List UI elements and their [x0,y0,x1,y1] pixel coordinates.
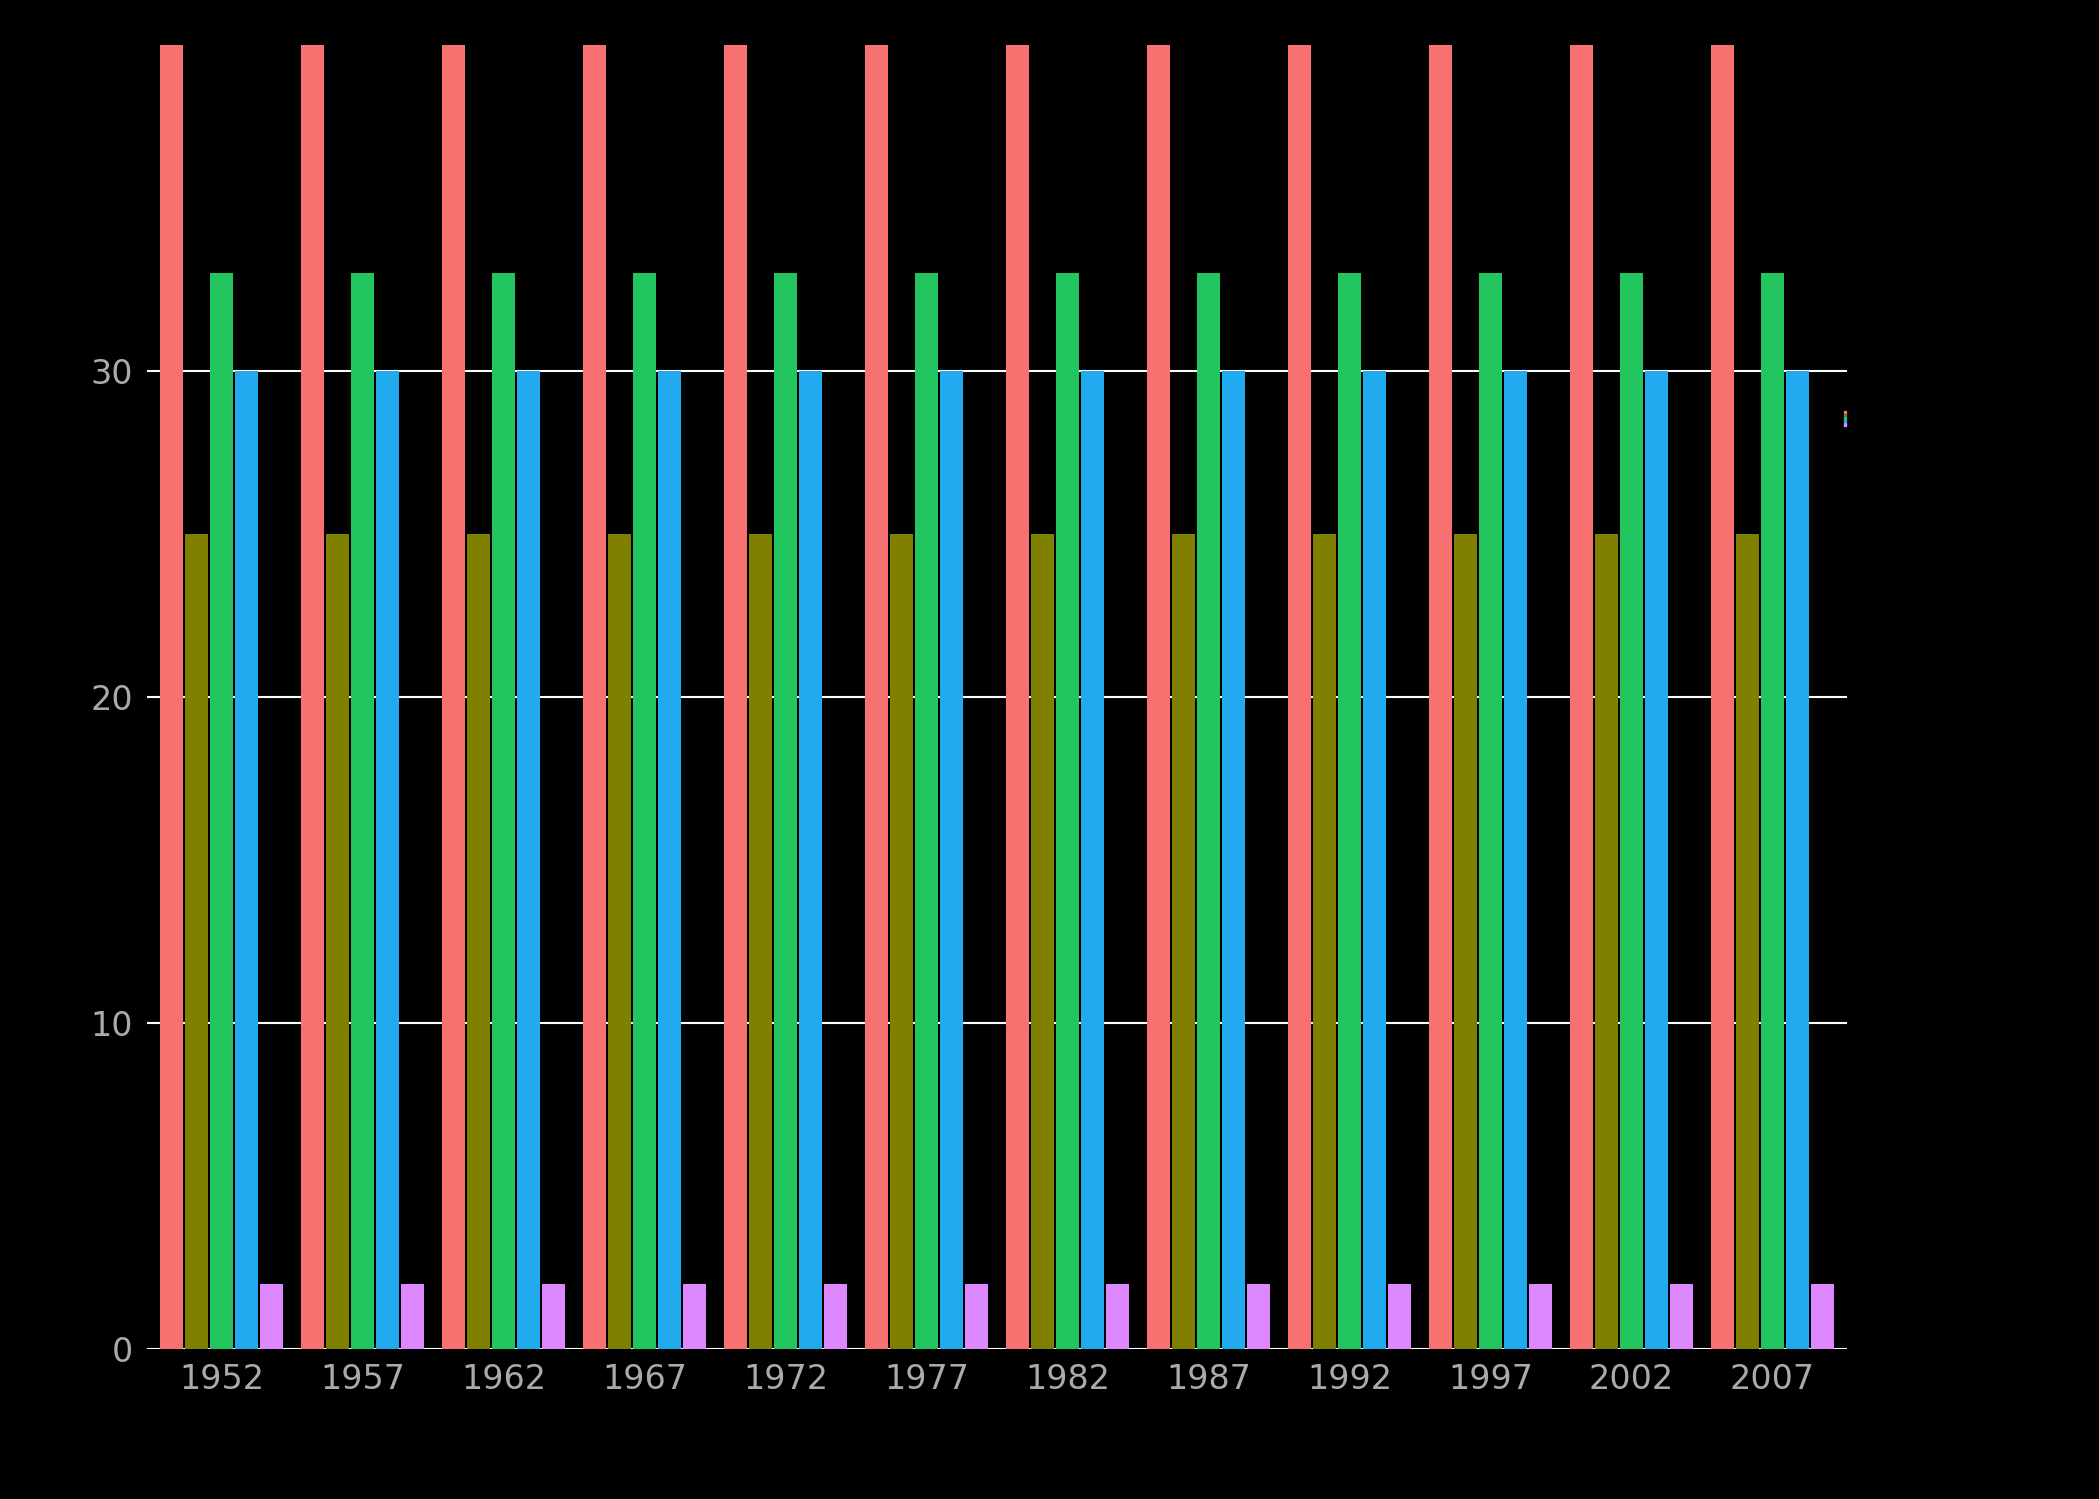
Bar [302,0,323,1349]
Bar [1620,273,1644,1349]
Bar [915,273,938,1349]
Bar [351,273,374,1349]
Bar [584,0,607,1349]
Bar [491,273,514,1349]
Bar [1081,372,1104,1349]
Bar [1429,0,1453,1349]
Bar [542,1283,565,1349]
Bar [775,273,798,1349]
Bar [1031,534,1054,1349]
Bar [1811,1283,1835,1349]
Bar [1247,1283,1270,1349]
Bar [1455,534,1478,1349]
Bar [1337,273,1360,1349]
Bar [325,534,348,1349]
Bar [235,372,258,1349]
Bar [749,534,772,1349]
Bar [1314,534,1337,1349]
Bar [160,0,183,1349]
Bar [1786,372,1809,1349]
Bar [1171,534,1194,1349]
Bar [1148,0,1171,1349]
Bar [1289,0,1312,1349]
Bar [1711,0,1734,1349]
Bar [940,372,963,1349]
Bar [1671,1283,1692,1349]
Bar [1646,372,1669,1349]
Bar [468,534,491,1349]
Bar [800,372,823,1349]
Bar [401,1283,424,1349]
Bar [657,372,680,1349]
Bar [443,0,466,1349]
Bar [724,0,747,1349]
Bar [1570,0,1593,1349]
Bar [1595,534,1618,1349]
Bar [1503,372,1526,1349]
Bar [1106,1283,1129,1349]
Bar [1056,273,1079,1349]
Bar [890,534,913,1349]
Bar [1480,273,1503,1349]
Bar [1387,1283,1411,1349]
Bar [185,534,208,1349]
Bar [260,1283,283,1349]
Legend: , , , , : , , , , [1843,411,1847,426]
Bar [1222,372,1245,1349]
Bar [376,372,399,1349]
Bar [1005,0,1029,1349]
Bar [1362,372,1385,1349]
Bar [865,0,888,1349]
Bar [1528,1283,1551,1349]
Bar [682,1283,705,1349]
Bar [966,1283,989,1349]
Bar [609,534,632,1349]
Bar [823,1283,846,1349]
Bar [634,273,657,1349]
Bar [1736,534,1759,1349]
Bar [210,273,233,1349]
Bar [1761,273,1784,1349]
Bar [516,372,539,1349]
Bar [1196,273,1220,1349]
